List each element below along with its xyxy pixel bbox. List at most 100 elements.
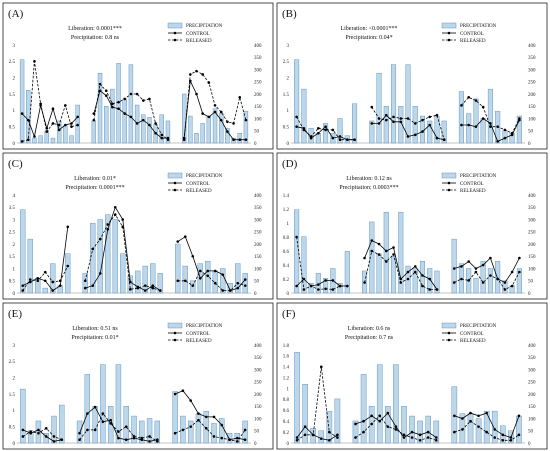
control-point bbox=[151, 284, 155, 287]
precipitation-bar bbox=[122, 98, 127, 144]
control-point bbox=[66, 225, 70, 229]
precipitation-bar bbox=[154, 420, 161, 444]
sampling-group-2 bbox=[82, 205, 163, 294]
precipitation-bar bbox=[294, 209, 300, 294]
y-left-tick-label: 0 bbox=[287, 142, 290, 147]
released-point bbox=[324, 128, 327, 132]
sampling-group-3 bbox=[172, 389, 248, 444]
control-point bbox=[206, 269, 210, 273]
precipitation-bar bbox=[69, 135, 74, 144]
y-left-tick-label: 1.5 bbox=[9, 255, 16, 260]
precipitation-bar bbox=[220, 268, 226, 294]
released-point bbox=[353, 138, 356, 142]
released-point bbox=[481, 281, 485, 284]
released-point bbox=[36, 279, 40, 283]
released-point bbox=[143, 284, 147, 287]
released-point bbox=[309, 284, 313, 288]
released-point bbox=[182, 138, 186, 142]
released-point bbox=[336, 436, 339, 439]
control-point bbox=[26, 118, 30, 122]
control-point bbox=[406, 135, 410, 138]
precipitation-bar bbox=[398, 211, 404, 294]
control-point bbox=[243, 438, 247, 442]
sampling-group-3 bbox=[451, 238, 522, 294]
panel-label: (C) bbox=[8, 158, 23, 170]
sampling-group-1 bbox=[294, 352, 341, 444]
control-point bbox=[51, 289, 55, 292]
y-left-tick-label: 2.5 bbox=[9, 360, 16, 365]
released-point bbox=[295, 115, 298, 119]
released-point bbox=[111, 102, 114, 106]
y-left-tick-label: 1 bbox=[13, 109, 16, 114]
control-point bbox=[104, 94, 108, 97]
precipitation-bar bbox=[242, 273, 248, 294]
legend-released-marker bbox=[173, 38, 177, 42]
control-point bbox=[123, 112, 127, 115]
liberation-stat: Liberation: <0.0001*** bbox=[340, 26, 397, 32]
control-point bbox=[489, 256, 492, 260]
released-point bbox=[418, 438, 422, 442]
precipitation-bar bbox=[123, 406, 129, 444]
legend-released-marker bbox=[447, 188, 451, 192]
panel-d: (D) 0 0.2 0.4 0.6 0.8 1 1.2 1.4 0 50 100 150 200 250 30… bbox=[276, 152, 548, 300]
precipitation-bar bbox=[294, 352, 300, 444]
control-point bbox=[394, 425, 398, 428]
panel-frame bbox=[2, 152, 274, 300]
released-point bbox=[221, 289, 225, 292]
precipitation-bar bbox=[502, 280, 508, 294]
precipitation-bar bbox=[97, 72, 103, 144]
y-left-tick-label: 1.2 bbox=[283, 208, 290, 213]
control-point bbox=[226, 130, 229, 133]
released-point bbox=[60, 438, 64, 442]
y-right-tick-label: 350 bbox=[254, 206, 262, 211]
released-point bbox=[206, 274, 210, 278]
released-point bbox=[370, 422, 373, 426]
released-point bbox=[219, 110, 223, 114]
control-point bbox=[317, 131, 320, 135]
precipitation-bar bbox=[135, 270, 141, 294]
released-point bbox=[460, 277, 463, 281]
precipitation-bar bbox=[147, 117, 152, 144]
precipitation-stat: Precipitation: 0.01* bbox=[71, 335, 118, 341]
control-point bbox=[331, 279, 335, 282]
released-point bbox=[392, 115, 395, 119]
released-point bbox=[64, 104, 67, 107]
precipitation-bar bbox=[352, 420, 359, 444]
precipitation-bar bbox=[473, 278, 479, 294]
precipitation-bar bbox=[383, 211, 389, 294]
precipitation-bar bbox=[393, 364, 399, 444]
released-point bbox=[113, 213, 117, 216]
y-right-tick-label: 250 bbox=[254, 381, 262, 386]
precipitation-bar bbox=[352, 103, 358, 144]
legend-control-label: CONTROL bbox=[460, 32, 484, 37]
released-point bbox=[201, 73, 204, 76]
released-point bbox=[160, 133, 164, 137]
control-point bbox=[148, 123, 151, 127]
y-right-tick-label: 50 bbox=[254, 130, 260, 135]
control-series-line bbox=[296, 426, 338, 441]
released-point bbox=[503, 288, 507, 291]
y-left-tick-label: 2 bbox=[13, 76, 16, 81]
control-point bbox=[510, 270, 514, 274]
precipitation-bar bbox=[369, 120, 375, 144]
control-point bbox=[518, 256, 521, 260]
y-right-tick-label: 50 bbox=[528, 430, 534, 435]
precipitation-bar bbox=[369, 221, 375, 294]
y-right-tick-label: 350 bbox=[254, 356, 262, 361]
precipitation-bar bbox=[206, 115, 212, 144]
control-point bbox=[384, 249, 388, 253]
y-right-tick-label: 0 bbox=[254, 442, 257, 447]
precipitation-bar bbox=[391, 64, 397, 144]
released-point bbox=[518, 117, 521, 120]
released-point bbox=[493, 436, 497, 439]
precipitation-bar bbox=[516, 115, 522, 144]
y-left-tick-label: 0.2 bbox=[283, 431, 290, 436]
released-point bbox=[474, 99, 478, 102]
released-point bbox=[104, 89, 108, 93]
released-point bbox=[384, 260, 388, 263]
panel-c: (C) 0 0.5 1 1.5 2 2.5 3 3.5 4 0 50 100 150 200 250 300 35… bbox=[2, 152, 274, 300]
legend-precipitation-swatch bbox=[167, 172, 183, 179]
precipitation-bar bbox=[211, 423, 217, 444]
y-left-tick-label: 0 bbox=[13, 292, 16, 297]
precipitation-bar bbox=[419, 260, 426, 294]
